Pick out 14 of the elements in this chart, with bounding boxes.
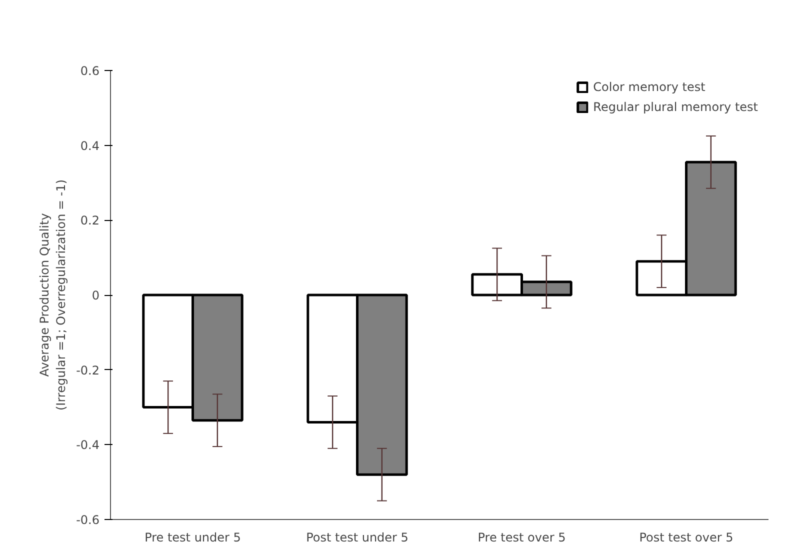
x-tick-label: Pre test over 5 xyxy=(478,530,566,544)
legend-label: Regular plural memory test xyxy=(593,100,758,114)
y-tick-label: 0 xyxy=(92,288,100,302)
x-tick-label: Post test under 5 xyxy=(306,530,408,544)
y-axis-title: Average Production Quality (Irregular =1; Overregularization = -1) xyxy=(37,179,68,411)
y-tick-label: 0.4 xyxy=(80,138,100,153)
y-tick-label: -0.6 xyxy=(76,513,100,527)
y-tick-label: -0.2 xyxy=(76,363,100,378)
x-tick-label: Post test over 5 xyxy=(639,530,734,544)
y-tick-label: 0.6 xyxy=(80,64,100,78)
legend-label: Color memory test xyxy=(593,80,706,94)
x-tick-label: Pre test under 5 xyxy=(144,530,241,544)
y-tick-label: -0.4 xyxy=(76,438,100,452)
y-tick-label: 0.2 xyxy=(80,214,100,228)
